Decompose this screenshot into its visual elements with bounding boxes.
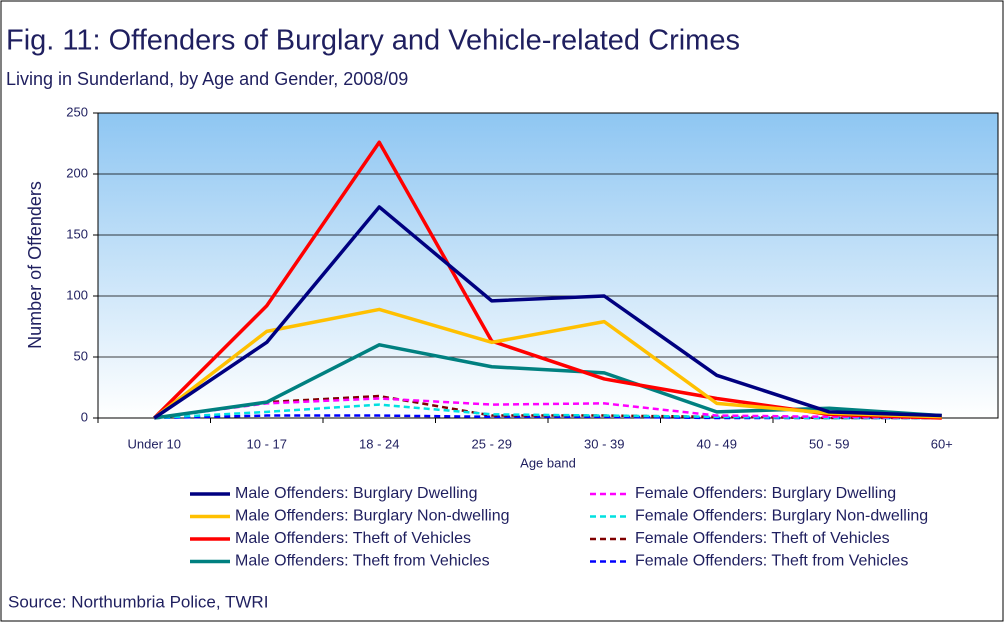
- series-line: [154, 394, 942, 420]
- y-tick-label: 100: [66, 287, 88, 302]
- x-tick-label: 30 - 39: [584, 436, 624, 451]
- series-line: [154, 397, 942, 420]
- x-tick-label: 40 - 49: [697, 436, 737, 451]
- chart-subtitle: Living in Sunderland, by Age and Gender,…: [6, 69, 408, 89]
- x-tick-label: 50 - 59: [809, 436, 849, 451]
- series-line: [153, 205, 942, 420]
- chart-title: Fig. 11: Offenders of Burglary and Vehic…: [6, 25, 740, 57]
- x-tick-label: 60+: [931, 436, 953, 451]
- x-tick-label: 10 - 17: [247, 436, 287, 451]
- source: Source: Northumbria Police, TWRI: [8, 592, 268, 611]
- legend-label: Male Offenders: Burglary Dwelling: [235, 485, 477, 502]
- y-tick-label: 150: [66, 226, 88, 241]
- series-line: [154, 403, 942, 420]
- x-tick-label: Under 10: [128, 436, 181, 451]
- legend-label: Female Offenders: Theft from Vehicles: [635, 553, 908, 570]
- y-tick-label: 200: [66, 165, 88, 180]
- y-tick-label: 0: [81, 409, 88, 424]
- legend-label: Male Offenders: Theft from Vehicles: [235, 553, 490, 570]
- y-axis-label: Number of Offenders: [25, 181, 45, 349]
- series-line: [154, 414, 942, 420]
- legend-label: Male Offenders: Burglary Non-dwelling: [235, 508, 510, 525]
- y-tick-label: 250: [66, 104, 88, 119]
- legend-label: Female Offenders: Theft of Vehicles: [635, 530, 890, 547]
- x-axis-label: Age band: [520, 455, 576, 470]
- x-tick-label: 18 - 24: [359, 436, 399, 451]
- legend-label: Male Offenders: Theft of Vehicles: [235, 530, 471, 547]
- series-line: [154, 343, 942, 420]
- plot-area: [97, 112, 999, 419]
- legend-label: Female Offenders: Burglary Dwelling: [635, 485, 896, 502]
- x-tick-label: 25 - 29: [472, 436, 512, 451]
- legend-label: Female Offenders: Burglary Non-dwelling: [635, 508, 928, 525]
- y-tick-label: 50: [74, 348, 88, 363]
- series-line: [153, 307, 942, 420]
